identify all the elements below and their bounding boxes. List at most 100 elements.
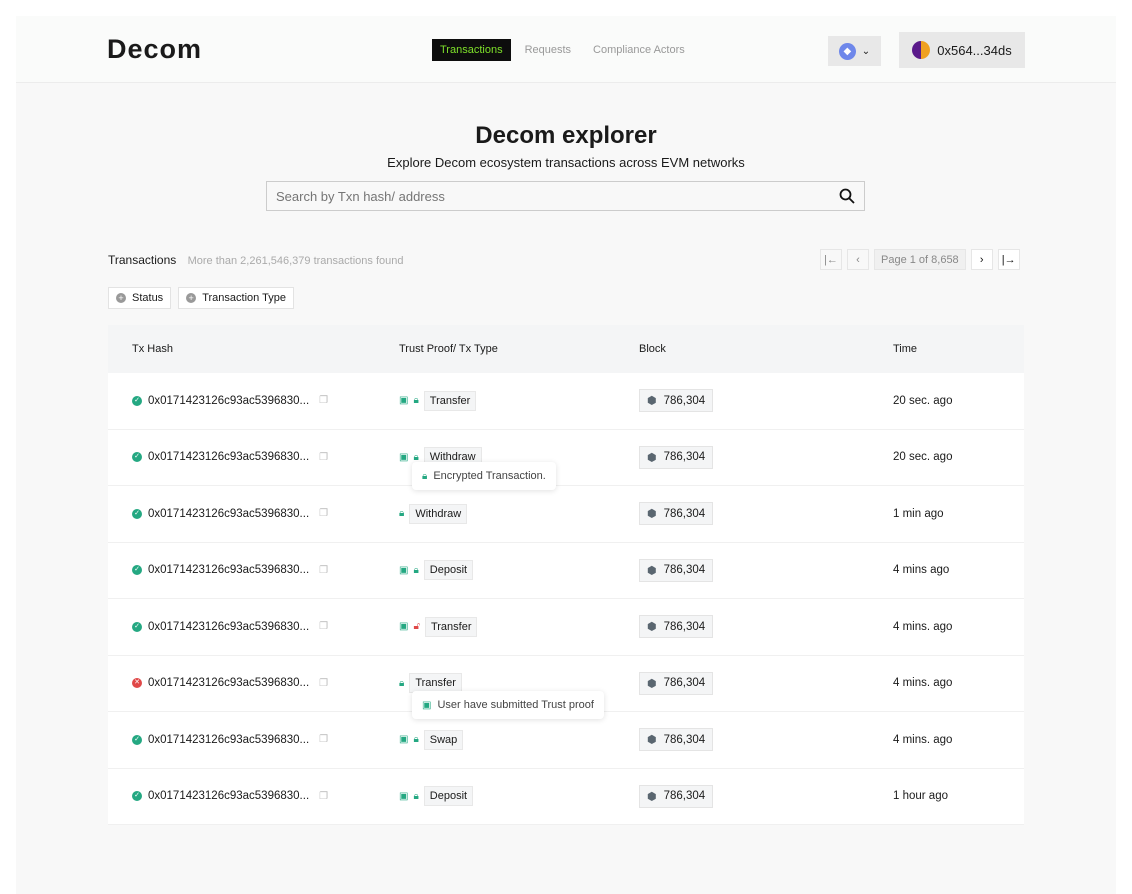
block-number: 786,304 — [663, 677, 706, 690]
tx-hash-cell: ✓ 0x0171423126c93ac5396830... ❐ — [108, 508, 399, 520]
lock-icon: 🔒︎ — [399, 677, 405, 689]
tx-hash-link[interactable]: 0x0171423126c93ac5396830... — [148, 677, 310, 690]
trust-proof-cell: ▣ 🔒︎ Deposit — [399, 560, 639, 581]
cube-icon: ⬢ — [647, 451, 657, 464]
time-cell: 20 sec. ago — [893, 451, 953, 464]
search-bar — [266, 181, 865, 211]
filters: + Status + Transaction Type — [108, 287, 294, 309]
block-link[interactable]: ⬢ 786,304 — [639, 502, 714, 526]
tx-hash-link[interactable]: 0x0171423126c93ac5396830... — [148, 620, 310, 633]
copy-icon[interactable]: ❐ — [319, 677, 329, 689]
table-row[interactable]: ✓ 0x0171423126c93ac5396830... ❐ ▣ 🔒︎ Wit… — [108, 430, 1024, 486]
check-circle-icon: ✓ — [132, 791, 142, 802]
block-link[interactable]: ⬢ 786,304 — [639, 784, 714, 808]
block-cell: ⬢ 786,304 — [639, 502, 893, 526]
block-cell: ⬢ 786,304 — [639, 445, 893, 469]
copy-icon[interactable]: ❐ — [319, 734, 329, 746]
wallet-button[interactable]: 0x564...34ds — [899, 32, 1025, 68]
check-circle-icon: ✓ — [132, 452, 142, 463]
clipboard-check-icon: ▣ — [399, 451, 409, 463]
lock-icon: 🔒︎ — [413, 790, 419, 802]
lock-icon: 🔒︎ — [422, 470, 428, 482]
clipboard-check-icon: ▣ — [399, 790, 409, 802]
col-time: Time — [893, 343, 918, 355]
col-block: Block — [639, 343, 666, 355]
block-number: 786,304 — [663, 620, 706, 633]
table-row[interactable]: ✓ 0x0171423126c93ac5396830... ❐ ▣ 🔓︎ Tra… — [108, 599, 1024, 656]
time-cell: 4 mins. ago — [893, 620, 953, 633]
table-row[interactable]: ✓ 0x0171423126c93ac5396830... ❐ ▣ 🔒︎ Tra… — [108, 373, 1024, 430]
block-link[interactable]: ⬢ 786,304 — [639, 615, 714, 639]
check-circle-icon: ✓ — [132, 508, 142, 519]
copy-icon[interactable]: ❐ — [319, 621, 329, 633]
table-row[interactable]: ✓ 0x0171423126c93ac5396830... ❐ ▣ 🔒︎ Dep… — [108, 769, 1024, 825]
time-cell: 4 mins. ago — [893, 733, 953, 746]
nav-transactions[interactable]: Transactions — [432, 39, 511, 61]
filter-label: Status — [132, 292, 164, 304]
tx-hash-link[interactable]: 0x0171423126c93ac5396830... — [148, 507, 310, 520]
tx-type-badge: Deposit — [423, 560, 474, 581]
block-link[interactable]: ⬢ 786,304 — [639, 671, 714, 695]
tx-hash-link[interactable]: 0x0171423126c93ac5396830... — [148, 733, 310, 746]
lock-icon: 🔒︎ — [399, 508, 405, 520]
time-cell: 1 hour ago — [893, 790, 948, 803]
tx-hash-link[interactable]: 0x0171423126c93ac5396830... — [148, 564, 310, 577]
copy-icon[interactable]: ❐ — [319, 790, 329, 802]
clipboard-check-icon: ▣ — [399, 734, 409, 746]
table-header: Tx Hash Trust Proof/ Tx Type Block Time — [108, 325, 1024, 373]
check-circle-icon: ✓ — [132, 734, 142, 745]
prev-page-button[interactable]: ‹ — [847, 249, 869, 270]
lock-icon: 🔒︎ — [413, 734, 419, 746]
col-tx-hash: Tx Hash — [132, 343, 173, 355]
tx-hash-cell: ✓ 0x0171423126c93ac5396830... ❐ — [108, 395, 399, 407]
tx-hash-cell: ✓ 0x0171423126c93ac5396830... ❐ — [108, 564, 399, 576]
check-circle-icon: ✓ — [132, 565, 142, 576]
copy-icon[interactable]: ❐ — [319, 508, 329, 520]
cube-icon: ⬢ — [647, 508, 657, 521]
time-cell: 4 mins. ago — [893, 677, 953, 690]
nav-requests[interactable]: Requests — [524, 44, 572, 56]
lock-icon: 🔒︎ — [413, 451, 419, 463]
tx-hash-link[interactable]: 0x0171423126c93ac5396830... — [148, 394, 310, 407]
copy-icon[interactable]: ❐ — [319, 395, 329, 407]
copy-icon[interactable]: ❐ — [319, 451, 329, 463]
tx-hash-cell: ✓ 0x0171423126c93ac5396830... ❐ — [108, 790, 399, 802]
page: Decom Transactions Requests Compliance A… — [16, 16, 1116, 894]
cube-icon: ⬢ — [647, 734, 657, 747]
tx-hash-link[interactable]: 0x0171423126c93ac5396830... — [148, 790, 310, 803]
logo[interactable]: Decom — [107, 34, 203, 64]
table-row[interactable]: ✓ 0x0171423126c93ac5396830... ❐ 🔒︎ Withd… — [108, 486, 1024, 543]
block-cell: ⬢ 786,304 — [639, 728, 893, 752]
block-number: 786,304 — [663, 507, 706, 520]
nav-compliance-actors[interactable]: Compliance Actors — [593, 44, 685, 56]
block-link[interactable]: ⬢ 786,304 — [639, 728, 714, 752]
chevron-down-icon: ⌄ — [861, 45, 871, 57]
page-indicator: Page 1 of 8,658 — [874, 249, 966, 270]
block-link[interactable]: ⬢ 786,304 — [639, 558, 714, 582]
tx-type-badge: Transfer — [424, 616, 478, 637]
search-icon[interactable] — [839, 188, 855, 204]
block-number: 786,304 — [663, 394, 706, 407]
search-input[interactable] — [276, 188, 796, 204]
table-row[interactable]: ✓ 0x0171423126c93ac5396830... ❐ ▣ 🔒︎ Swa… — [108, 712, 1024, 769]
cube-icon: ⬢ — [647, 677, 657, 690]
plus-icon: + — [186, 293, 197, 303]
first-page-button[interactable]: |← — [820, 249, 842, 270]
tooltip-text: Encrypted Transaction. — [433, 470, 546, 482]
tx-hash-link[interactable]: 0x0171423126c93ac5396830... — [148, 451, 310, 464]
wallet-address: 0x564...34ds — [937, 42, 1012, 58]
block-link[interactable]: ⬢ 786,304 — [639, 389, 714, 413]
table-row[interactable]: ✓ 0x0171423126c93ac5396830... ❐ ▣ 🔒︎ Dep… — [108, 543, 1024, 599]
block-cell: ⬢ 786,304 — [639, 784, 893, 808]
next-page-button[interactable]: › — [970, 249, 993, 270]
trust-proof-cell: ▣ 🔒︎ Swap — [399, 729, 639, 750]
tx-hash-cell: ✓ 0x0171423126c93ac5396830... ❐ — [108, 621, 399, 633]
filter-transaction-type[interactable]: + Transaction Type — [178, 287, 294, 309]
copy-icon[interactable]: ❐ — [319, 564, 329, 576]
clipboard-check-icon: ▣ — [399, 564, 409, 576]
network-selector[interactable]: ◆ ⌄ — [828, 36, 881, 66]
last-page-button[interactable]: |→ — [997, 249, 1020, 270]
block-link[interactable]: ⬢ 786,304 — [639, 445, 714, 469]
filter-status[interactable]: + Status — [108, 287, 172, 309]
trust-proof-cell: 🔒︎ Withdraw — [399, 503, 639, 524]
